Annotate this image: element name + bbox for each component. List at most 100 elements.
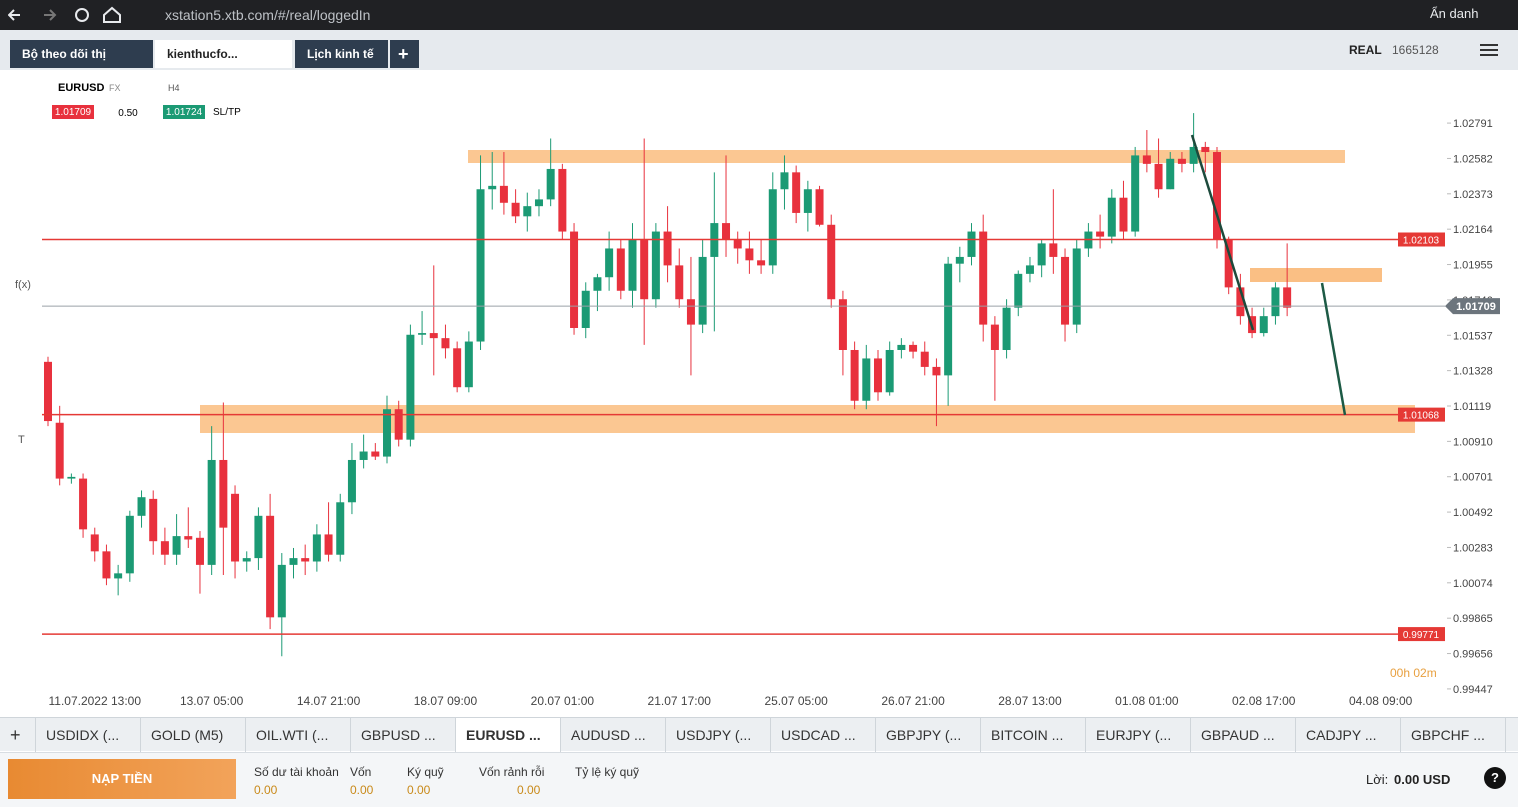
- level-tag: [1398, 407, 1445, 422]
- sell-box[interactable]: [52, 105, 94, 119]
- y-tick-label: 1.01328: [1453, 366, 1493, 378]
- candle-body: [242, 558, 251, 562]
- instrument-tab[interactable]: USDIDX (...: [36, 718, 141, 752]
- field-value: 0.00: [517, 783, 541, 797]
- candle-body: [441, 338, 450, 349]
- candle-body: [815, 189, 824, 225]
- field-value: 0.00: [407, 783, 431, 797]
- candle-body: [909, 344, 918, 352]
- chart-bg: [0, 70, 1518, 715]
- candle-body: [371, 451, 380, 457]
- candle-body: [675, 265, 684, 300]
- trend-line[interactable]: [1320, 282, 1347, 416]
- help[interactable]: ?: [1484, 767, 1506, 789]
- account-number[interactable]: 1665128: [1392, 43, 1439, 57]
- candle-body: [160, 541, 169, 555]
- buy-box[interactable]: [163, 105, 205, 119]
- symbol: EURUSD: [58, 82, 105, 94]
- y-tick-label: 0.99656: [1453, 649, 1493, 661]
- candle-body: [955, 256, 964, 264]
- tool-fx[interactable]: f(x): [15, 279, 31, 291]
- candle-body: [90, 534, 99, 552]
- instrument-tab[interactable]: EURJPY (...: [1086, 718, 1191, 752]
- x-tick-label: 28.07 13:00: [998, 694, 1062, 708]
- instrument-tab[interactable]: USDJPY (...: [666, 718, 771, 752]
- candle-body: [347, 459, 356, 503]
- header-tab[interactable]: Lịch kinh tế: [295, 40, 388, 68]
- y-tick-label: 1.01955: [1453, 260, 1493, 272]
- candle-body: [570, 231, 579, 328]
- timer: 00h 02m: [1390, 666, 1437, 680]
- add-tab[interactable]: +: [0, 718, 36, 752]
- instrument-tab[interactable]: GBPCHF ...: [1401, 718, 1506, 752]
- instrument-tab[interactable]: GBPAUD ...: [1191, 718, 1296, 752]
- candle-body: [55, 422, 64, 479]
- resistance-zone[interactable]: [468, 150, 1345, 163]
- x-tick-label: 14.07 21:00: [297, 694, 361, 708]
- target-zone[interactable]: [1250, 268, 1382, 282]
- buy-price[interactable]: 1.01724: [166, 107, 203, 118]
- add-tab[interactable]: +: [390, 40, 419, 68]
- sell-price[interactable]: 1.01709: [55, 107, 92, 118]
- candle-body: [862, 358, 871, 401]
- tool-text[interactable]: T: [18, 434, 25, 446]
- candle-body: [581, 290, 590, 328]
- candle-body: [453, 348, 462, 388]
- trend-line[interactable]: [1190, 134, 1255, 331]
- candle-body: [1107, 197, 1116, 237]
- x-tick-label: 11.07.2022 13:00: [48, 694, 141, 708]
- sltp[interactable]: SL/TP: [213, 107, 241, 118]
- candle-body: [231, 493, 240, 562]
- x-tick-label: 13.07 05:00: [180, 694, 244, 708]
- candle-body: [523, 206, 532, 217]
- instrument-tab[interactable]: AUDUSD ...: [561, 718, 666, 752]
- menu-icon[interactable]: [1478, 42, 1500, 58]
- y-tick-label: 1.01119: [1453, 401, 1491, 413]
- candle-body: [219, 459, 228, 528]
- profile[interactable]: Ẩn danh: [1430, 6, 1479, 21]
- candle-body: [1131, 155, 1140, 232]
- candle-body: [394, 409, 403, 440]
- deposit-button[interactable]: NẠP TIỀN: [8, 759, 236, 799]
- y-tick-label: 1.01537: [1453, 330, 1493, 342]
- instrument-tab[interactable]: CADJPY ...: [1296, 718, 1401, 752]
- instrument-tab[interactable]: EURUSD ...: [456, 718, 561, 752]
- candle-body: [628, 240, 637, 291]
- instrument-tabs: + USDIDX (... GOLD (M5) OIL.WTI (... GBPUSD…: [0, 717, 1518, 752]
- candle-body: [979, 231, 988, 325]
- candle-body: [289, 558, 298, 565]
- instrument-tab[interactable]: USDCAD ...: [771, 718, 876, 752]
- instrument-tab[interactable]: GBPUSD ...: [351, 718, 456, 752]
- instrument-tab[interactable]: BITCOIN ...: [981, 718, 1086, 752]
- level-tag: [1398, 627, 1445, 642]
- candle-body: [312, 534, 321, 562]
- url[interactable]: xstation5.xtb.com/#/real/loggedIn: [165, 7, 371, 23]
- candle-body: [1189, 146, 1198, 164]
- y-tick-label: 0.99865: [1453, 613, 1493, 625]
- candle-body: [686, 299, 695, 325]
- timeframe[interactable]: H4: [168, 83, 180, 93]
- instrument-tab[interactable]: GBPJPY (...: [876, 718, 981, 752]
- app-header: Bộ theo dõi thị trường kienthucfo... Lịc…: [0, 30, 1518, 89]
- candle-body: [1213, 152, 1221, 241]
- instrument-tab[interactable]: GOLD (M5): [141, 718, 246, 752]
- candle-body: [932, 366, 941, 376]
- y-tick-label: 1.02582: [1453, 153, 1493, 165]
- y-tick-label: 1.02373: [1453, 189, 1493, 201]
- candle-body: [897, 344, 906, 350]
- header-tab[interactable]: Bộ theo dõi thị trường: [10, 40, 153, 89]
- level-label: 0.99771: [1403, 630, 1440, 641]
- header-tab[interactable]: kienthucfo...: [155, 40, 292, 68]
- candle-body: [1049, 243, 1058, 257]
- candle-body: [125, 515, 134, 574]
- support-zone[interactable]: [200, 405, 1415, 433]
- instrument-tab[interactable]: OIL.WTI (...: [246, 718, 351, 752]
- candle-body: [885, 349, 894, 393]
- candle-body: [1236, 287, 1245, 317]
- candle-body: [1283, 287, 1292, 308]
- plot: 0.99447 0.99656 0.99865 1.00074 1.00283 1.004…: [42, 113, 1500, 708]
- candle-body: [1271, 287, 1280, 317]
- candle-body: [511, 202, 520, 217]
- volume[interactable]: 0.50: [118, 108, 138, 119]
